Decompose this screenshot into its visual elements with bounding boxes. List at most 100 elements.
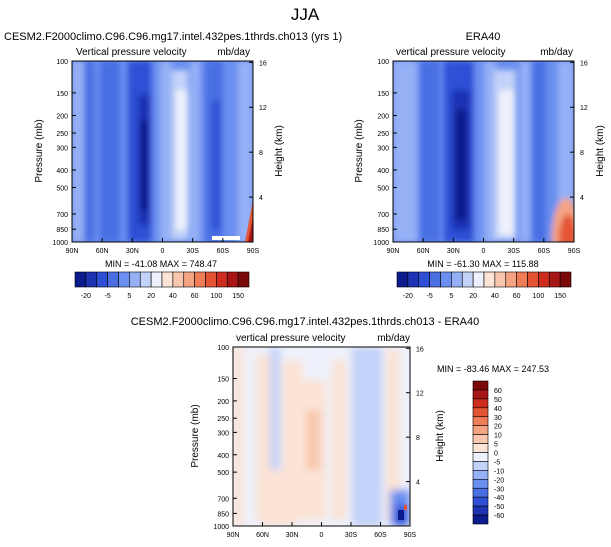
colorbar-label: -20 [81, 293, 91, 300]
colorbar-swatch [472, 487, 489, 498]
colorbar-swatch [96, 271, 108, 288]
y2-tick-label: 16 [580, 60, 588, 67]
y-ticks: 100 150 200 250 300 400 500 700 850 1000 [373, 59, 397, 247]
field-label: Vertical pressure velocity [76, 47, 187, 58]
x-tick-label: 30N [447, 248, 460, 255]
stats-label: MIN = -61.30 MAX = 115.88 [427, 259, 538, 269]
y2-ticks: 16 12 8 4 [406, 346, 424, 487]
y-tick-label: 150 [217, 377, 229, 384]
colorbar-label: 60 [494, 388, 502, 395]
colorbar-swatch [472, 425, 489, 435]
x-tick-label: 0 [161, 248, 165, 255]
y-tick-label: 400 [377, 168, 389, 175]
x-tick-label: 30S [345, 532, 358, 539]
colorbar-label: 40 [494, 406, 502, 413]
colorbar-swatch [226, 271, 239, 288]
y2-ticks: 16 12 8 4 [249, 60, 267, 202]
y-ticks: 100 150 200 250 300 400 500 700 850 1000 [52, 59, 76, 247]
y-tick-label: 200 [217, 399, 229, 406]
colorbar-swatch [472, 416, 489, 426]
x-tick-label: 90S [568, 248, 581, 255]
heatmap-field [72, 61, 253, 242]
y-tick-label: 850 [217, 511, 229, 518]
colorbar-label: 5 [449, 293, 453, 300]
colorbar-swatch [527, 271, 539, 288]
colorbar-swatch [472, 514, 489, 525]
x-tick-label: 0 [482, 248, 486, 255]
colorbar-label: -20 [403, 293, 413, 300]
colorbar-label: 150 [232, 293, 244, 300]
colorbar-label: 5 [127, 293, 131, 300]
y-tick-label: 300 [217, 430, 229, 437]
colorbar-label: 30 [494, 415, 502, 422]
colorbar-swatch [85, 271, 98, 288]
x-tick-label: 60N [256, 532, 269, 539]
y-tick-label: 1000 [213, 524, 229, 531]
x-tick-label: 30S [507, 248, 520, 255]
colorbar-label: -30 [494, 486, 504, 493]
y2-axis-label: Height (km) [274, 125, 285, 177]
colorbar-swatch [472, 380, 489, 391]
colorbar-swatch [74, 271, 87, 288]
y2-tick-label: 8 [416, 435, 420, 442]
colorbar-label: -10 [494, 468, 504, 475]
colorbar-swatch [461, 271, 474, 288]
colorbar-label: 100 [211, 293, 223, 300]
colorbar-swatch [472, 434, 489, 444]
colorbar-label: 100 [533, 293, 545, 300]
colorbar-swatch [451, 271, 463, 288]
colorbar-swatch [472, 443, 489, 453]
colorbar-swatch [472, 398, 489, 409]
panel-title: CESM2.F2000climo.C96.C96.mg17.intel.432p… [131, 316, 480, 328]
colorbar-swatch [483, 271, 496, 288]
colorbar-swatch [216, 271, 228, 288]
colorbar-label: -40 [494, 495, 504, 502]
units-label: mb/day [377, 333, 410, 344]
y-tick-label: 400 [217, 453, 229, 460]
colorbar-label: 150 [554, 293, 566, 300]
y-tick-label: 400 [56, 168, 68, 175]
colorbar-swatch [472, 407, 489, 418]
y2-tick-label: 12 [580, 105, 588, 112]
y-tick-label: 1000 [52, 240, 68, 247]
colorbar-swatch [559, 271, 572, 288]
y2-tick-label: 4 [416, 480, 420, 487]
y-axis-label: Pressure (mb) [190, 404, 201, 467]
colorbar-swatch [538, 271, 550, 288]
y2-tick-label: 16 [416, 346, 424, 353]
colorbar-swatch [472, 271, 485, 288]
colorbar-swatch [472, 461, 489, 471]
y2-axis-label: Height (km) [435, 410, 446, 462]
colorbar-label: -50 [494, 504, 504, 511]
x-tick-label: 60S [217, 248, 230, 255]
y2-tick-label: 16 [259, 60, 267, 67]
colorbar-swatch [129, 271, 141, 288]
panel-title: ERA40 [466, 31, 501, 43]
colorbar-swatch [161, 271, 174, 288]
y-tick-label: 300 [377, 145, 389, 152]
y2-tick-label: 12 [259, 105, 267, 112]
field-label: vertical pressure velocity [396, 47, 505, 58]
y-tick-label: 500 [217, 470, 229, 477]
y-tick-label: 150 [377, 91, 389, 98]
colorbar-swatch [516, 271, 528, 288]
units-label: mb/day [217, 47, 250, 58]
x-tick-label: 60N [417, 248, 430, 255]
panel-era40: ERA40 vertical pressure velocity mb/day [354, 31, 606, 300]
y2-tick-label: 8 [259, 150, 263, 157]
x-tick-label: 90N [66, 248, 79, 255]
colorbar-swatch [205, 271, 217, 288]
colorbar-label: 60 [191, 293, 199, 300]
figure-title: JJA [291, 5, 320, 24]
x-tick-label: 30S [186, 248, 199, 255]
colorbar-label: -5 [427, 293, 433, 300]
colorbar-swatch [440, 271, 452, 288]
heatmap-field [393, 61, 574, 242]
y2-tick-label: 4 [580, 195, 584, 202]
colorbar-swatch [472, 505, 489, 516]
colorbar-swatch [472, 389, 489, 400]
colorbar-label: 20 [469, 293, 477, 300]
y-tick-label: 850 [377, 227, 389, 234]
panel-model: CESM2.F2000climo.C96.C96.mg17.intel.432p… [4, 31, 342, 300]
y-tick-label: 700 [377, 212, 389, 219]
